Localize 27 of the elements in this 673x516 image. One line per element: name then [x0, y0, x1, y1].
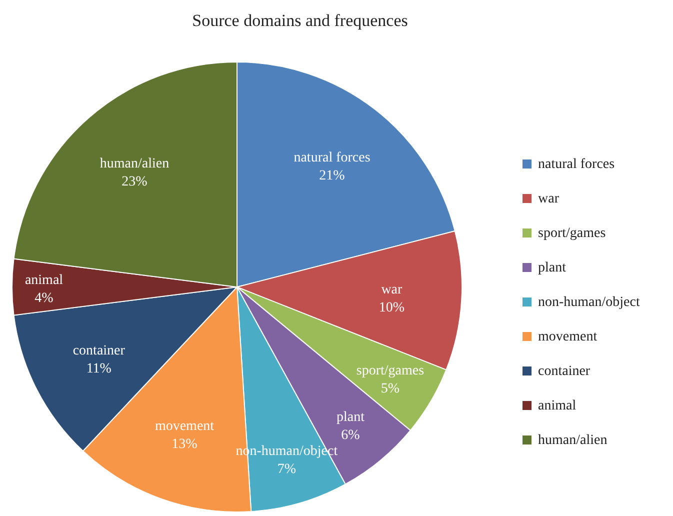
slice-label: human/alien — [100, 156, 170, 172]
data-label: 13% — [172, 436, 198, 452]
data-label: 6% — [341, 428, 360, 444]
slice-label: animal — [24, 273, 64, 288]
data-label: 4% — [34, 291, 54, 306]
slice-label: plant — [336, 410, 365, 426]
data-label: 5% — [380, 382, 400, 397]
chart-title: Source domains and frequences — [192, 11, 408, 30]
slice-label: natural forces — [294, 150, 370, 166]
data-label: 7% — [277, 462, 296, 477]
legend-label: movement — [538, 330, 598, 344]
legend-label: human/alien — [538, 433, 608, 448]
legend-label: sport/games — [538, 226, 606, 241]
slice-label: sport/games — [356, 364, 424, 379]
data-label: 10% — [378, 300, 405, 316]
legend-label: container — [538, 364, 590, 379]
legend-label: natural forces — [538, 157, 615, 172]
data-label: 11% — [86, 361, 112, 376]
data-label: 21% — [319, 168, 346, 184]
legend-label: war — [538, 192, 560, 206]
legend-label: non-human/object — [538, 295, 640, 310]
slice-label: war — [381, 282, 403, 298]
slice-label: container — [72, 343, 126, 358]
legend-label: animal — [538, 398, 576, 414]
data-label: 23% — [122, 174, 148, 190]
legend-label: plant — [538, 260, 566, 276]
slice-label: movement — [154, 418, 214, 434]
